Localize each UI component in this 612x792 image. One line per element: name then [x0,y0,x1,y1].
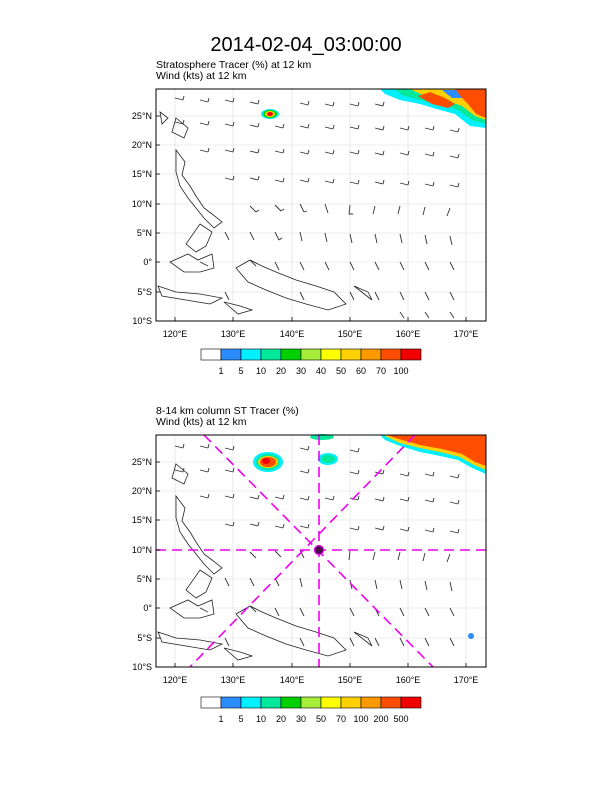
panel2-colorbar-label: 500 [393,714,409,724]
panel2-colorbar-box-9 [380,696,402,709]
panel1-coastlines [157,111,373,315]
panel2-lat-label: 10°S [132,662,152,672]
panel2-colorbar-label: 5 [238,714,244,724]
panel2-colorbar-box-2 [240,696,262,709]
panel2-colorbar-box-5 [300,696,322,709]
panel2-lat-label: 25°N [131,457,152,467]
panel2-lat-label: 15°N [131,515,152,525]
panel1-lon-label: 150°E [337,329,363,339]
panel2-colorbar-label: 20 [275,714,286,724]
panel1-colorbar-label: 5 [238,366,244,376]
panel2-colorbar-label: 10 [255,714,266,724]
panel2-colorbar-label: 30 [295,714,306,724]
panel2-wind-barbs [174,443,460,647]
panel1-lat-label: 10°N [131,199,152,209]
panel1-colorbar-box-4 [280,348,302,361]
panel1-colorbar-label: 100 [393,366,409,376]
panel1-colorbar-label: 70 [375,366,386,376]
panel2-colorbar-box-6 [320,696,342,709]
panel1-wind-barbs [174,95,460,319]
panel1-colorbar-label: 40 [315,366,326,376]
panel1-lon-label: 170°E [453,329,479,339]
panel2-map [155,434,487,668]
panel2-colorbar-label: 50 [315,714,326,724]
panel1-colorbar-box-7 [340,348,362,361]
panel2-lon-label: 140°E [279,675,305,685]
panel2-colorbar-box-7 [340,696,362,709]
panel1-map [155,88,487,322]
panel1-colorbar-box-10 [400,348,422,361]
panel2-lat-label: 0° [143,603,152,613]
panel1-colorbar-box-1 [220,348,242,361]
panel1-colorbar-box-2 [240,348,262,361]
panel1-colorbar-box-5 [300,348,322,361]
panel2-colorbar-box-1 [220,696,242,709]
panel2-lon-label: 130°E [220,675,246,685]
panel1-lat-label: 15°N [131,169,152,179]
panel1-lon-label: 120°E [162,329,188,339]
panel1-colorbar-box-9 [380,348,402,361]
panel2-colorbar-box-8 [360,696,382,709]
panel2-lon-label: 150°E [337,675,363,685]
panel2-subtitle-tracer: 8-14 km column ST Tracer (%) [156,405,299,417]
panel2-coastlines [157,463,373,661]
panel1-colorbar-box-8 [360,348,382,361]
panel1-colorbar-label: 50 [335,366,346,376]
panel1-colorbar-label: 30 [295,366,306,376]
panel2-lat-label: 5°S [137,633,152,643]
panel2-lat-label: 5°N [136,574,152,584]
panel2-colorbar-label: 1 [218,714,224,724]
page-title: 2014-02-04_03:00:00 [210,34,402,56]
panel1-lat-label: 10°S [132,316,152,326]
panel2-subtitle-wind: Wind (kts) at 12 km [156,416,247,428]
panel1-colorbar-box-6 [320,348,342,361]
panel2-lat-label: 20°N [131,486,152,496]
panel2-crosshair-center [313,544,325,556]
panel2-colorbar-box-3 [260,696,282,709]
panel2-colorbar-label: 100 [353,714,369,724]
panel2-colorbar-box-4 [280,696,302,709]
panel2-colorbar-label: 70 [335,714,346,724]
panel1-colorbar-label: 1 [218,366,224,376]
panel1-lon-label: 130°E [220,329,246,339]
panel1-lat-label: 20°N [131,140,152,150]
panel1-colorbar-box-0 [200,348,222,361]
panel1-lat-label: 0° [143,257,152,267]
panel2-lat-label: 10°N [131,545,152,555]
panel1-colorbar [200,348,422,361]
panel1-lat-label: 5°S [137,287,152,297]
panel1-lon-label: 160°E [395,329,421,339]
panel2-lon-label: 170°E [453,675,479,685]
panel2-lon-label: 120°E [162,675,188,685]
panel1-colorbar-label: 60 [355,366,366,376]
panel1-colorbar-box-3 [260,348,282,361]
panel2-colorbar-box-0 [200,696,222,709]
panel1-tracer-field [261,89,486,128]
panel1-lat-label: 5°N [136,228,152,238]
panel1-subtitle-tracer: Stratosphere Tracer (%) at 12 km [156,59,312,71]
panel1-lat-label: 25°N [131,111,152,121]
panel2-colorbar [200,696,422,709]
panel1-subtitle-wind: Wind (kts) at 12 km [156,70,247,82]
panel1-colorbar-label: 10 [255,366,266,376]
panel2-lon-label: 160°E [395,675,421,685]
panel2-colorbar-box-10 [400,696,422,709]
panel1-lon-label: 140°E [279,329,305,339]
panel2-colorbar-label: 200 [373,714,389,724]
panel1-colorbar-label: 20 [275,366,286,376]
